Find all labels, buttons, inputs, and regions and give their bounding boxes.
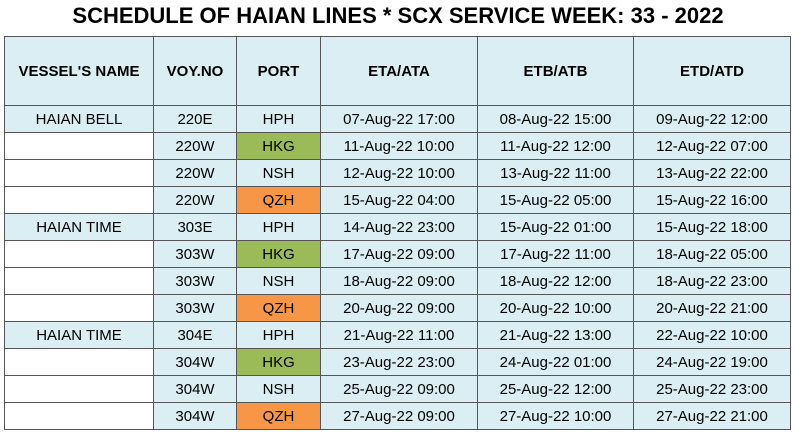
etd-cell: 13-Aug-22 22:00 (633, 159, 791, 187)
table-row: 220W NSH 12-Aug-22 10:00 13-Aug-22 11:00 13-… (4, 159, 791, 187)
header-cell: ETA/ATA (320, 36, 478, 106)
vessel-cell (4, 375, 154, 403)
eta-cell: 20-Aug-22 09:00 (320, 294, 478, 322)
table-row: 304W QZH 27-Aug-22 09:00 27-Aug-22 10:00 27-… (4, 402, 791, 430)
header-row: VESSEL'S NAME VOY.NO PORT ETA/ATA ETB/ATB ETD… (4, 36, 791, 106)
etd-cell: 27-Aug-22 21:00 (633, 402, 791, 430)
table-row: 220W HKG 11-Aug-22 10:00 11-Aug-22 12:00 12-… (4, 132, 791, 160)
port-cell: HKG (236, 348, 321, 376)
etb-cell: 08-Aug-22 15:00 (477, 105, 634, 133)
voy-cell: 304W (153, 375, 237, 403)
voy-cell: 304E (153, 321, 237, 349)
vessel-cell (4, 159, 154, 187)
vessel-cell (4, 186, 154, 214)
header-cell: PORT (236, 36, 321, 106)
table-row: HAIAN TIME 303E HPH 14-Aug-22 23:00 15-Aug-2… (4, 213, 791, 241)
table-row: 303W HKG 17-Aug-22 09:00 17-Aug-22 11:00 18-… (4, 240, 791, 268)
table-row: 304W HKG 23-Aug-22 23:00 24-Aug-22 01:00 24-… (4, 348, 791, 376)
voy-cell: 220W (153, 159, 237, 187)
schedule-table: VESSEL'S NAME VOY.NO PORT ETA/ATA ETB/ATB ETD… (4, 36, 791, 430)
vessel-cell (4, 294, 154, 322)
table-row: HAIAN BELL 220E HPH 07-Aug-22 17:00 08-Aug-2… (4, 105, 791, 133)
eta-cell: 23-Aug-22 23:00 (320, 348, 478, 376)
etb-cell: 13-Aug-22 11:00 (477, 159, 634, 187)
eta-cell: 17-Aug-22 09:00 (320, 240, 478, 268)
etd-cell: 22-Aug-22 10:00 (633, 321, 791, 349)
vessel-cell (4, 402, 154, 430)
eta-cell: 14-Aug-22 23:00 (320, 213, 478, 241)
etd-cell: 15-Aug-22 18:00 (633, 213, 791, 241)
table-row: 304W NSH 25-Aug-22 09:00 25-Aug-22 12:00 25-… (4, 375, 791, 403)
eta-cell: 18-Aug-22 09:00 (320, 267, 478, 295)
voy-cell: 303W (153, 294, 237, 322)
eta-cell: 25-Aug-22 09:00 (320, 375, 478, 403)
etd-cell: 25-Aug-22 23:00 (633, 375, 791, 403)
etb-cell: 15-Aug-22 01:00 (477, 213, 634, 241)
voy-cell: 220W (153, 186, 237, 214)
port-cell: HKG (236, 132, 321, 160)
eta-cell: 11-Aug-22 10:00 (320, 132, 478, 160)
vessel-cell: HAIAN TIME (4, 213, 154, 241)
header-cell: ETB/ATB (477, 36, 634, 106)
eta-cell: 12-Aug-22 10:00 (320, 159, 478, 187)
header-cell: VOY.NO (153, 36, 237, 106)
header-cell: VESSEL'S NAME (4, 36, 154, 106)
eta-cell: 15-Aug-22 04:00 (320, 186, 478, 214)
etb-cell: 21-Aug-22 13:00 (477, 321, 634, 349)
port-cell: QZH (236, 294, 321, 322)
header-cell: ETD/ATD (633, 36, 791, 106)
port-cell: HPH (236, 321, 321, 349)
table-body: HAIAN BELL 220E HPH 07-Aug-22 17:00 08-Aug-2… (4, 105, 791, 430)
etb-cell: 25-Aug-22 12:00 (477, 375, 634, 403)
etb-cell: 20-Aug-22 10:00 (477, 294, 634, 322)
eta-cell: 07-Aug-22 17:00 (320, 105, 478, 133)
etd-cell: 18-Aug-22 23:00 (633, 267, 791, 295)
eta-cell: 27-Aug-22 09:00 (320, 402, 478, 430)
port-cell: HPH (236, 105, 321, 133)
voy-cell: 303W (153, 240, 237, 268)
etd-cell: 09-Aug-22 12:00 (633, 105, 791, 133)
port-cell: NSH (236, 267, 321, 295)
vessel-cell (4, 132, 154, 160)
port-cell: HPH (236, 213, 321, 241)
voy-cell: 220E (153, 105, 237, 133)
vessel-cell (4, 348, 154, 376)
etd-cell: 24-Aug-22 19:00 (633, 348, 791, 376)
eta-cell: 21-Aug-22 11:00 (320, 321, 478, 349)
voy-cell: 220W (153, 132, 237, 160)
vessel-cell: HAIAN BELL (4, 105, 154, 133)
vessel-cell: HAIAN TIME (4, 321, 154, 349)
port-cell: HKG (236, 240, 321, 268)
voy-cell: 304W (153, 402, 237, 430)
table-row: 303W NSH 18-Aug-22 09:00 18-Aug-22 12:00 18-… (4, 267, 791, 295)
etd-cell: 20-Aug-22 21:00 (633, 294, 791, 322)
voy-cell: 304W (153, 348, 237, 376)
voy-cell: 303E (153, 213, 237, 241)
etd-cell: 18-Aug-22 05:00 (633, 240, 791, 268)
port-cell: NSH (236, 159, 321, 187)
table-row: HAIAN TIME 304E HPH 21-Aug-22 11:00 21-Aug-2… (4, 321, 791, 349)
etb-cell: 18-Aug-22 12:00 (477, 267, 634, 295)
etb-cell: 17-Aug-22 11:00 (477, 240, 634, 268)
table-row: 220W QZH 15-Aug-22 04:00 15-Aug-22 05:00 15-… (4, 186, 791, 214)
vessel-cell (4, 267, 154, 295)
vessel-cell (4, 240, 154, 268)
etb-cell: 11-Aug-22 12:00 (477, 132, 634, 160)
etb-cell: 24-Aug-22 01:00 (477, 348, 634, 376)
voy-cell: 303W (153, 267, 237, 295)
title: SCHEDULE OF HAIAN LINES * SCX SERVICE WE… (72, 3, 724, 28)
table-row: 303W QZH 20-Aug-22 09:00 20-Aug-22 10:00 20-… (4, 294, 791, 322)
etd-cell: 15-Aug-22 16:00 (633, 186, 791, 214)
etb-cell: 15-Aug-22 05:00 (477, 186, 634, 214)
port-cell: NSH (236, 375, 321, 403)
etd-cell: 12-Aug-22 07:00 (633, 132, 791, 160)
port-cell: QZH (236, 402, 321, 430)
port-cell: QZH (236, 186, 321, 214)
etb-cell: 27-Aug-22 10:00 (477, 402, 634, 430)
